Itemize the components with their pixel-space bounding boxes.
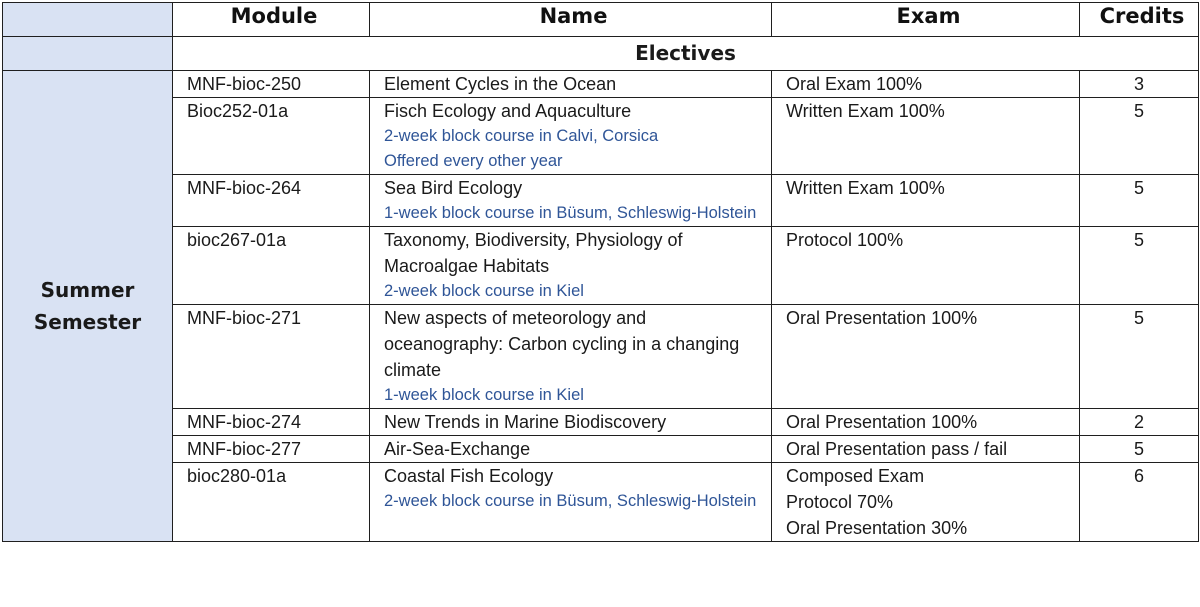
credits-value: 5 [1079,174,1199,227]
module-title: Sea Bird Ecology [384,178,523,198]
exam-cell: Composed Exam Protocol 70% Oral Presentati… [771,462,1080,542]
module-name-cell: Sea Bird Ecology 1-week block course in B… [369,174,772,227]
module-name-cell: Taxonomy, Biodiversity, Physiology of Ma… [369,226,772,305]
exam-cell: Oral Exam 100% [771,70,1080,98]
exam-cell: Protocol 100% [771,226,1080,305]
module-name-cell: Element Cycles in the Ocean [369,70,772,98]
course-note: 2-week block course in Büsum, Schleswig-… [384,492,757,510]
name-header: Name [369,2,772,37]
module-title: Air-Sea-Exchange [384,439,531,459]
table-row: MNF-bioc-277 Air-Sea-Exchange Oral Present… [3,435,1199,463]
credits-value: 5 [1079,435,1199,463]
section-label: Electives [172,36,1199,71]
table-row: bioc280-01a Coastal Fish Ecology 2-week bl… [3,462,1199,542]
module-table: Module Name Exam Credits Electives Summe… [2,2,1199,542]
table-row: MNF-bioc-274 New Trends in Marine Biodisc… [3,408,1199,436]
exam-cell: Oral Presentation 100% [771,304,1080,409]
course-note: 1-week block course in Büsum, Schleswig-… [384,204,757,222]
module-name-cell: Air-Sea-Exchange [369,435,772,463]
module-code: MNF-bioc-277 [172,435,370,463]
module-code: MNF-bioc-250 [172,70,370,98]
section-row: Electives [2,36,1199,71]
semester-spacer-cell [2,36,173,71]
credits-value: 5 [1079,226,1199,305]
exam-cell: Written Exam 100% [771,174,1080,227]
table-row: Summer Semester MNF-bioc-250 Element Cycles… [2,70,1199,542]
credits-value: 2 [1079,408,1199,436]
course-note: 2-week block course in Kiel [384,282,584,300]
module-title: New Trends in Marine Biodiscovery [384,412,667,432]
module-title: Taxonomy, Biodiversity, Physiology of Ma… [384,230,683,276]
course-note: 2-week block course in Calvi, Corsica [384,127,659,145]
table-row: MNF-bioc-264 Sea Bird Ecology 1-week block… [3,174,1199,227]
module-name-cell: New aspects of meteorology and oceanogra… [369,304,772,409]
semester-cell: Summer Semester [2,70,173,542]
exam-cell: Oral Presentation 100% [771,408,1080,436]
module-title: Element Cycles in the Ocean [384,74,617,94]
semester-header-cell [2,2,173,37]
course-note: 1-week block course in Kiel [384,386,584,404]
course-note: Offered every other year [384,152,563,170]
module-code: MNF-bioc-274 [172,408,370,436]
credits-value: 5 [1079,97,1199,175]
module-code: Bioc252-01a [172,97,370,175]
exam-type: Oral Exam 100% [786,74,923,94]
exam-type: Written Exam 100% [786,178,945,198]
exam-type: Protocol 70% [786,492,894,512]
exam-type: Oral Presentation pass / fail [786,439,1008,459]
module-name-cell: Fisch Ecology and Aquaculture 2-week bloc… [369,97,772,175]
semester-label-line-2: Semester [33,310,142,334]
module-title: Fisch Ecology and Aquaculture [384,101,632,121]
module-title: Coastal Fish Ecology [384,466,554,486]
module-code: MNF-bioc-264 [172,174,370,227]
table-row: MNF-bioc-271 New aspects of meteorology a… [3,304,1199,409]
credits-header: Credits [1079,2,1199,37]
exam-type: Composed Exam [786,466,925,486]
exam-header: Exam [771,2,1080,37]
table-row: Bioc252-01a Fisch Ecology and Aquaculture… [3,97,1199,175]
module-code: MNF-bioc-271 [172,304,370,409]
exam-cell: Oral Presentation pass / fail [771,435,1080,463]
exam-cell: Written Exam 100% [771,97,1080,175]
exam-type: Oral Presentation 30% [786,518,968,538]
credits-value: 3 [1079,70,1199,98]
module-code: bioc267-01a [172,226,370,305]
module-code: bioc280-01a [172,462,370,542]
module-name-cell: New Trends in Marine Biodiscovery [369,408,772,436]
exam-type: Oral Presentation 100% [786,412,978,432]
exam-type: Oral Presentation 100% [786,308,978,328]
module-name-cell: Coastal Fish Ecology 2-week block course … [369,462,772,542]
credits-value: 6 [1079,462,1199,542]
exam-type: Written Exam 100% [786,101,945,121]
module-title: New aspects of meteorology and oceanogra… [384,308,740,380]
header-row: Module Name Exam Credits [2,2,1199,37]
exam-type: Protocol 100% [786,230,904,250]
credits-value: 5 [1079,304,1199,409]
semester-label-line-1: Summer [40,278,135,302]
table-row: bioc267-01a Taxonomy, Biodiversity, Physi… [3,226,1199,305]
module-header: Module [172,2,370,37]
